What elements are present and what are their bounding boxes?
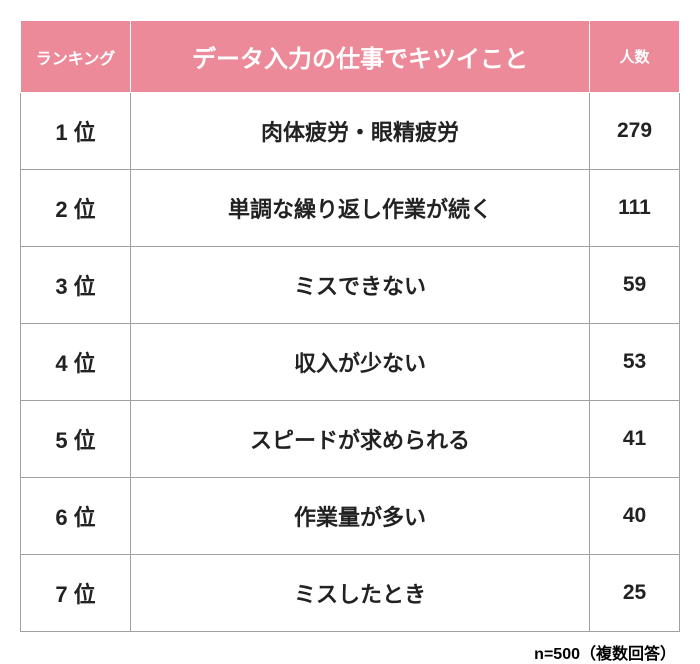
- cell-reason: 肉体疲労・眼精疲労: [131, 93, 590, 170]
- cell-reason: 単調な繰り返し作業が続く: [131, 170, 590, 247]
- table-header-row: ランキング データ入力の仕事でキツイこと 人数: [21, 21, 680, 93]
- header-rank: ランキング: [21, 21, 131, 93]
- cell-count: 25: [590, 555, 680, 632]
- ranking-table: ランキング データ入力の仕事でキツイこと 人数 1 位 肉体疲労・眼精疲労 27…: [20, 20, 680, 632]
- table-row: 7 位 ミスしたとき 25: [21, 555, 680, 632]
- cell-rank: 2 位: [21, 170, 131, 247]
- table-row: 2 位 単調な繰り返し作業が続く 111: [21, 170, 680, 247]
- table-row: 3 位 ミスできない 59: [21, 247, 680, 324]
- cell-rank: 5 位: [21, 401, 131, 478]
- cell-reason: 収入が少ない: [131, 324, 590, 401]
- cell-count: 41: [590, 401, 680, 478]
- cell-rank: 1 位: [21, 93, 131, 170]
- cell-rank: 3 位: [21, 247, 131, 324]
- cell-reason: スピードが求められる: [131, 401, 590, 478]
- table-row: 4 位 収入が少ない 53: [21, 324, 680, 401]
- cell-count: 40: [590, 478, 680, 555]
- header-title: データ入力の仕事でキツイこと: [131, 21, 590, 93]
- cell-rank: 6 位: [21, 478, 131, 555]
- cell-count: 279: [590, 93, 680, 170]
- cell-count: 53: [590, 324, 680, 401]
- cell-reason: ミスできない: [131, 247, 590, 324]
- cell-reason: 作業量が多い: [131, 478, 590, 555]
- cell-count: 111: [590, 170, 680, 247]
- cell-count: 59: [590, 247, 680, 324]
- footnote: n=500（複数回答）: [20, 640, 680, 664]
- table-body: 1 位 肉体疲労・眼精疲労 279 2 位 単調な繰り返し作業が続く 111 3…: [21, 93, 680, 632]
- cell-rank: 7 位: [21, 555, 131, 632]
- table-row: 5 位 スピードが求められる 41: [21, 401, 680, 478]
- table-row: 6 位 作業量が多い 40: [21, 478, 680, 555]
- header-count: 人数: [590, 21, 680, 93]
- cell-reason: ミスしたとき: [131, 555, 590, 632]
- table-row: 1 位 肉体疲労・眼精疲労 279: [21, 93, 680, 170]
- cell-rank: 4 位: [21, 324, 131, 401]
